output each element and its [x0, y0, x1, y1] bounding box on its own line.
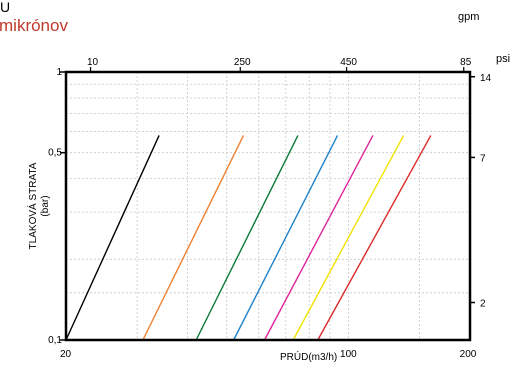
right-tick-label: 7 — [480, 153, 486, 164]
right-axis-unit: psi — [496, 53, 510, 65]
right-tick-label: 2 — [480, 299, 486, 310]
top-tick-label: 250 — [234, 57, 251, 68]
series-line-6 — [292, 135, 405, 341]
y-axis-label-line2: (bar) — [40, 195, 51, 216]
series-line-4 — [233, 135, 339, 341]
top-tick-label: 10 — [87, 57, 99, 68]
top-unit-label: gpm — [458, 11, 479, 23]
x-tick-label: 100 — [340, 349, 357, 360]
plot-frame — [64, 70, 472, 342]
axis-ticks: 20 100 200 0,1 0,5 1 10 250 450 85 14 7 2 — [48, 57, 491, 360]
y-axis-label-line1: TLAKOVÁ STRATA — [26, 162, 39, 249]
top-tick-label: 450 — [340, 57, 357, 68]
grid — [66, 72, 470, 340]
x-tick-label: 20 — [60, 349, 72, 360]
right-tick-label: 14 — [480, 73, 492, 84]
title-line2: mikrónov — [0, 16, 68, 35]
series-line-1 — [65, 135, 160, 341]
series-line-3 — [195, 135, 299, 341]
title-line1: U — [0, 0, 10, 15]
series-line-7 — [317, 135, 432, 341]
top-tick-label: 85 — [460, 57, 472, 68]
y-tick-label: 0,5 — [48, 148, 62, 159]
series-line-2 — [142, 135, 245, 341]
x-axis-label: PRÚD(m3/h) — [280, 350, 337, 363]
x-tick-label: 200 — [460, 349, 477, 360]
y-tick-label: 1 — [56, 67, 62, 78]
y-tick-label: 0,1 — [48, 335, 62, 346]
series-layer — [65, 135, 432, 341]
series-line-5 — [263, 135, 374, 341]
